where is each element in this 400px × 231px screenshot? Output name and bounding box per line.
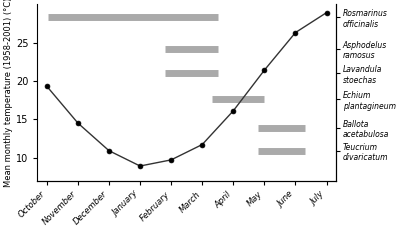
Y-axis label: Mean monthly temperature (1958-2001) (°C): Mean monthly temperature (1958-2001) (°C… — [4, 0, 13, 187]
